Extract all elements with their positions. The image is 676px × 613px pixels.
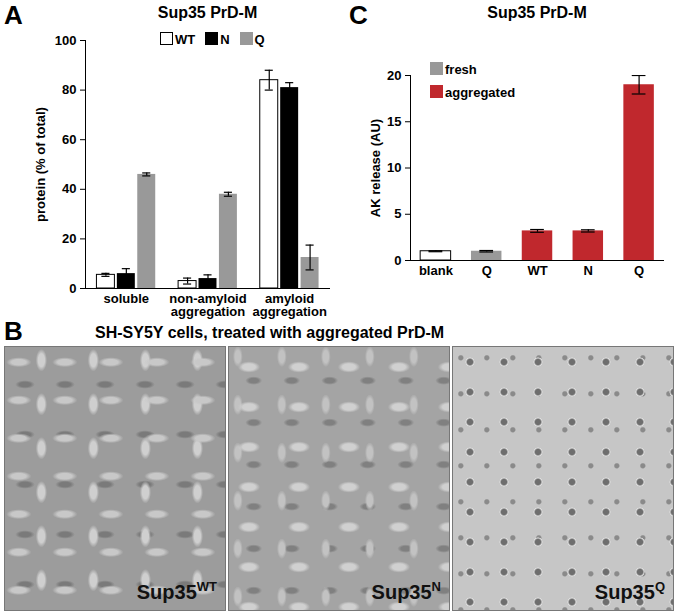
html-text:Sup35WT: Sup35WT xyxy=(136,579,217,603)
svg-text:100: 100 xyxy=(55,33,77,48)
svg-text:0: 0 xyxy=(69,281,76,296)
svg-text:blank: blank xyxy=(419,263,454,278)
svg-text:Q: Q xyxy=(482,263,492,278)
svg-text:WT: WT xyxy=(527,263,547,278)
html-text:Sup35N: Sup35N xyxy=(371,579,441,603)
html-text:N: N xyxy=(220,32,230,47)
svg-text:amyloidaggregation: amyloidaggregation xyxy=(252,291,326,319)
html-text:Sup35 PrD-M: Sup35 PrD-M xyxy=(487,4,587,21)
html-text:B: B xyxy=(4,316,23,346)
svg-text:N: N xyxy=(584,263,593,278)
html-text:C: C xyxy=(349,0,368,30)
html-text:Sup35Q: Sup35Q xyxy=(594,579,665,603)
html-text:A: A xyxy=(4,0,23,30)
html-text:fresh: fresh xyxy=(445,62,477,77)
svg-text:20: 20 xyxy=(62,231,76,246)
svg-text:AK release (AU): AK release (AU) xyxy=(368,119,383,217)
html-text:SH-SY5Y cells, treated with ag: SH-SY5Y cells, treated with aggregated P… xyxy=(95,324,445,341)
html-text:WT: WT xyxy=(175,32,196,47)
svg-text:15: 15 xyxy=(387,114,401,129)
svg-text:non-amyloidaggregation: non-amyloidaggregation xyxy=(169,291,246,319)
html-text:aggregated: aggregated xyxy=(445,85,516,100)
svg-text:protein (% of total): protein (% of total) xyxy=(33,107,48,222)
svg-text:Q: Q xyxy=(634,263,644,278)
svg-text:soluble: soluble xyxy=(104,291,150,306)
html-text:Q: Q xyxy=(254,32,265,47)
svg-text:10: 10 xyxy=(387,160,401,175)
html-text:Sup35 PrD-M: Sup35 PrD-M xyxy=(157,4,258,21)
svg-text:5: 5 xyxy=(394,206,401,221)
svg-text:80: 80 xyxy=(62,82,76,97)
svg-text:60: 60 xyxy=(62,132,76,147)
svg-text:0: 0 xyxy=(394,253,401,268)
svg-text:40: 40 xyxy=(62,181,76,196)
svg-text:20: 20 xyxy=(387,68,401,83)
